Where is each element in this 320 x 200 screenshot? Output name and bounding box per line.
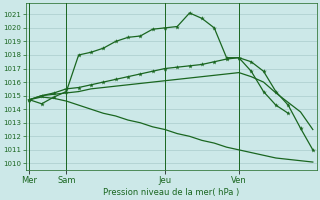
X-axis label: Pression niveau de la mer( hPa ): Pression niveau de la mer( hPa ) (103, 188, 239, 197)
